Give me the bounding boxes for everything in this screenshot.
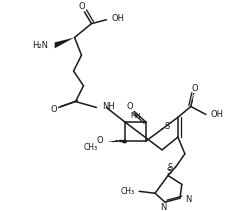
Text: S: S	[166, 167, 172, 176]
Text: CH₃: CH₃	[121, 187, 135, 196]
Text: CH₃: CH₃	[83, 143, 97, 152]
Text: COOH: COOH	[192, 94, 217, 103]
Text: S: S	[168, 163, 173, 172]
Text: O: O	[97, 135, 103, 145]
Text: NH: NH	[102, 102, 115, 111]
Text: OH: OH	[211, 110, 224, 119]
Text: O: O	[127, 102, 133, 111]
Text: N: N	[160, 203, 166, 212]
Text: COOH: COOH	[196, 102, 217, 107]
Text: O: O	[78, 2, 85, 11]
Text: HH: HH	[130, 113, 141, 119]
Polygon shape	[55, 38, 74, 48]
Text: N: N	[185, 195, 191, 204]
Text: OH: OH	[111, 14, 124, 23]
Text: O: O	[192, 84, 198, 93]
Text: O: O	[50, 105, 57, 114]
Text: H₂N: H₂N	[32, 41, 48, 50]
Text: S: S	[165, 122, 170, 131]
